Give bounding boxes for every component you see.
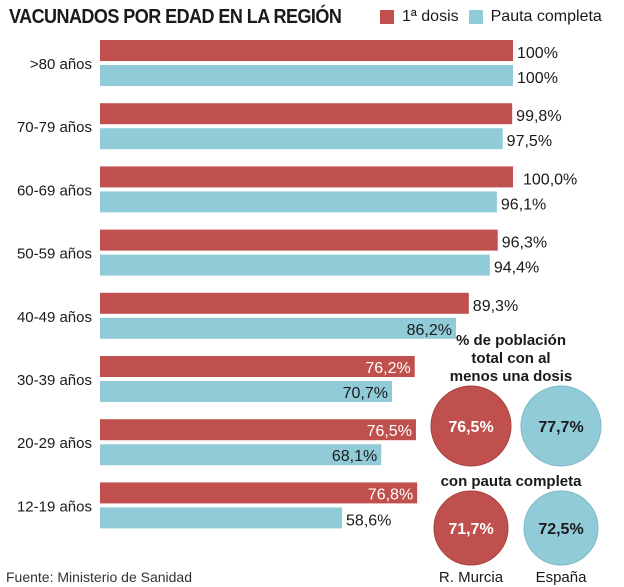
value-label: 100,0% xyxy=(523,171,577,188)
circle-value: 71,7% xyxy=(448,521,493,538)
value-label: 99,8% xyxy=(516,108,561,125)
source-note: Fuente: Ministerio de Sanidad xyxy=(6,569,192,585)
panel-heading-one-dose: menos una dosis xyxy=(450,368,573,385)
bar-first-dose xyxy=(100,356,415,377)
bar-first-dose xyxy=(100,40,513,61)
bar-full xyxy=(100,254,490,276)
value-label: 70,7% xyxy=(343,385,388,402)
bar-first-dose xyxy=(100,482,418,504)
bar-first-dose xyxy=(100,103,513,125)
category-label: 20-29 años xyxy=(17,435,92,452)
value-label: 94,4% xyxy=(494,260,539,277)
category-label: 30-39 años xyxy=(17,372,92,389)
bar-full xyxy=(100,381,392,402)
category-label: 50-59 años xyxy=(17,246,92,263)
bar-full xyxy=(100,128,503,150)
circle-value: 72,5% xyxy=(538,521,583,538)
value-label: 76,8% xyxy=(368,486,413,503)
circle-value: 76,5% xyxy=(448,419,493,436)
value-label: 89,3% xyxy=(473,298,518,315)
bar-full xyxy=(100,507,343,529)
bar-full xyxy=(100,444,382,466)
circle-value: 77,7% xyxy=(538,419,583,436)
legend-label-full: Pauta completa xyxy=(490,8,602,25)
legend-item-full: Pauta completa xyxy=(468,8,602,26)
value-label: 76,5% xyxy=(367,423,412,440)
category-label: 70-79 años xyxy=(17,119,92,136)
value-label: 58,6% xyxy=(346,512,391,529)
bar-full xyxy=(100,65,513,86)
circle-murcia-one-dose xyxy=(430,385,512,467)
legend-item-first-dose: 1ª dosis xyxy=(380,8,459,26)
legend-swatch-red xyxy=(380,10,394,24)
bar-first-dose xyxy=(100,419,416,441)
panel-heading-full: con pauta completa xyxy=(441,473,583,490)
bar-full xyxy=(100,191,497,213)
legend-swatch-blue xyxy=(468,10,483,24)
panel-heading-one-dose: % de población xyxy=(456,332,566,349)
value-label: 76,2% xyxy=(365,360,410,377)
region-label: España xyxy=(536,569,588,586)
bar-first-dose xyxy=(100,292,469,314)
legend-label-first-dose: 1ª dosis xyxy=(402,8,459,25)
legend: 1ª dosis Pauta completa xyxy=(380,8,612,26)
circle-spain-one-dose xyxy=(520,385,602,467)
panel-heading-one-dose: total con al xyxy=(471,350,550,367)
category-label: >80 años xyxy=(30,56,92,73)
value-label: 96,3% xyxy=(502,235,547,252)
bar-first-dose xyxy=(100,229,498,251)
category-label: 60-69 años xyxy=(17,182,92,199)
circle-spain-full xyxy=(523,490,599,566)
value-label: 100% xyxy=(517,70,558,87)
category-label: 12-19 años xyxy=(17,498,92,515)
category-label: 40-49 años xyxy=(17,309,92,326)
value-label: 86,2% xyxy=(407,322,452,339)
chart-title: VACUNADOS POR EDAD EN LA REGIÓN xyxy=(9,6,342,28)
value-label: 96,1% xyxy=(501,196,546,213)
value-label: 68,1% xyxy=(332,448,377,465)
region-label: R. Murcia xyxy=(439,569,504,586)
bar-first-dose xyxy=(100,166,513,188)
value-label: 97,5% xyxy=(507,133,552,150)
bar-full xyxy=(100,317,457,339)
value-label: 100% xyxy=(517,45,558,62)
circle-murcia-full xyxy=(433,490,509,566)
